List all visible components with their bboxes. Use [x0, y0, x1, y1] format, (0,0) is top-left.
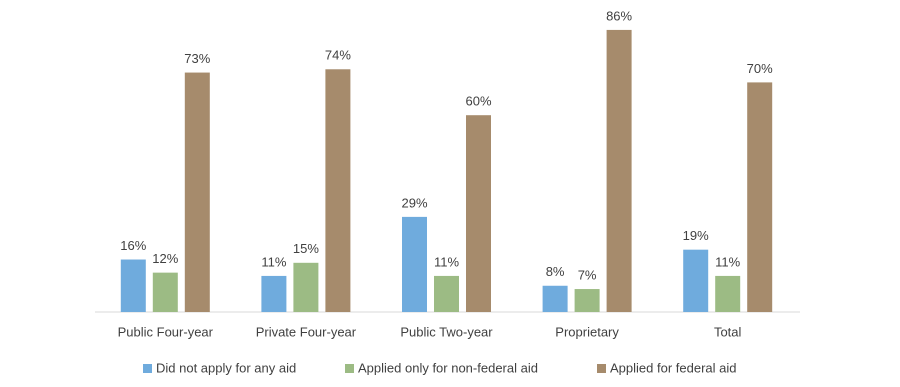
value-label: 11%: [261, 254, 286, 269]
value-label: 73%: [184, 51, 210, 66]
bar: [325, 69, 351, 312]
x-tick-label: Public Four-year: [118, 324, 214, 339]
value-label: 74%: [325, 48, 351, 63]
value-label: 70%: [747, 61, 773, 76]
value-label: 19%: [683, 228, 709, 243]
bar: [574, 289, 600, 312]
value-label: 11%: [715, 254, 740, 269]
value-label: 7%: [578, 267, 597, 282]
bar: [747, 82, 773, 313]
bar: [466, 115, 491, 312]
bar: [402, 216, 427, 312]
bar: [606, 29, 632, 312]
x-tick-label: Total: [714, 324, 742, 339]
x-tick-label: Public Two-year: [400, 324, 493, 339]
x-tick-label: Proprietary: [555, 324, 619, 339]
legend-label: Did not apply for any aid: [156, 360, 296, 375]
legend-swatch: [345, 364, 354, 373]
bar: [261, 275, 287, 312]
value-label: 15%: [293, 241, 319, 256]
bar: [152, 272, 178, 312]
x-tick-label: Private Four-year: [256, 324, 357, 339]
bar: [120, 259, 146, 312]
bar: [184, 72, 210, 312]
value-label: 29%: [401, 195, 427, 210]
bar: [715, 275, 741, 312]
value-label: 11%: [434, 254, 459, 269]
legend-label: Applied only for non-federal aid: [358, 360, 538, 375]
bar: [434, 275, 459, 312]
bar: [293, 262, 319, 312]
value-label: 60%: [465, 94, 491, 109]
legend-label: Applied for federal aid: [610, 360, 736, 375]
bar: [542, 285, 568, 312]
value-label: 8%: [546, 264, 565, 279]
value-label: 12%: [152, 251, 178, 266]
legend-swatch: [143, 364, 152, 373]
value-label: 16%: [120, 238, 146, 253]
bar: [683, 249, 709, 312]
legend-swatch: [597, 364, 606, 373]
value-label: 86%: [606, 8, 632, 23]
